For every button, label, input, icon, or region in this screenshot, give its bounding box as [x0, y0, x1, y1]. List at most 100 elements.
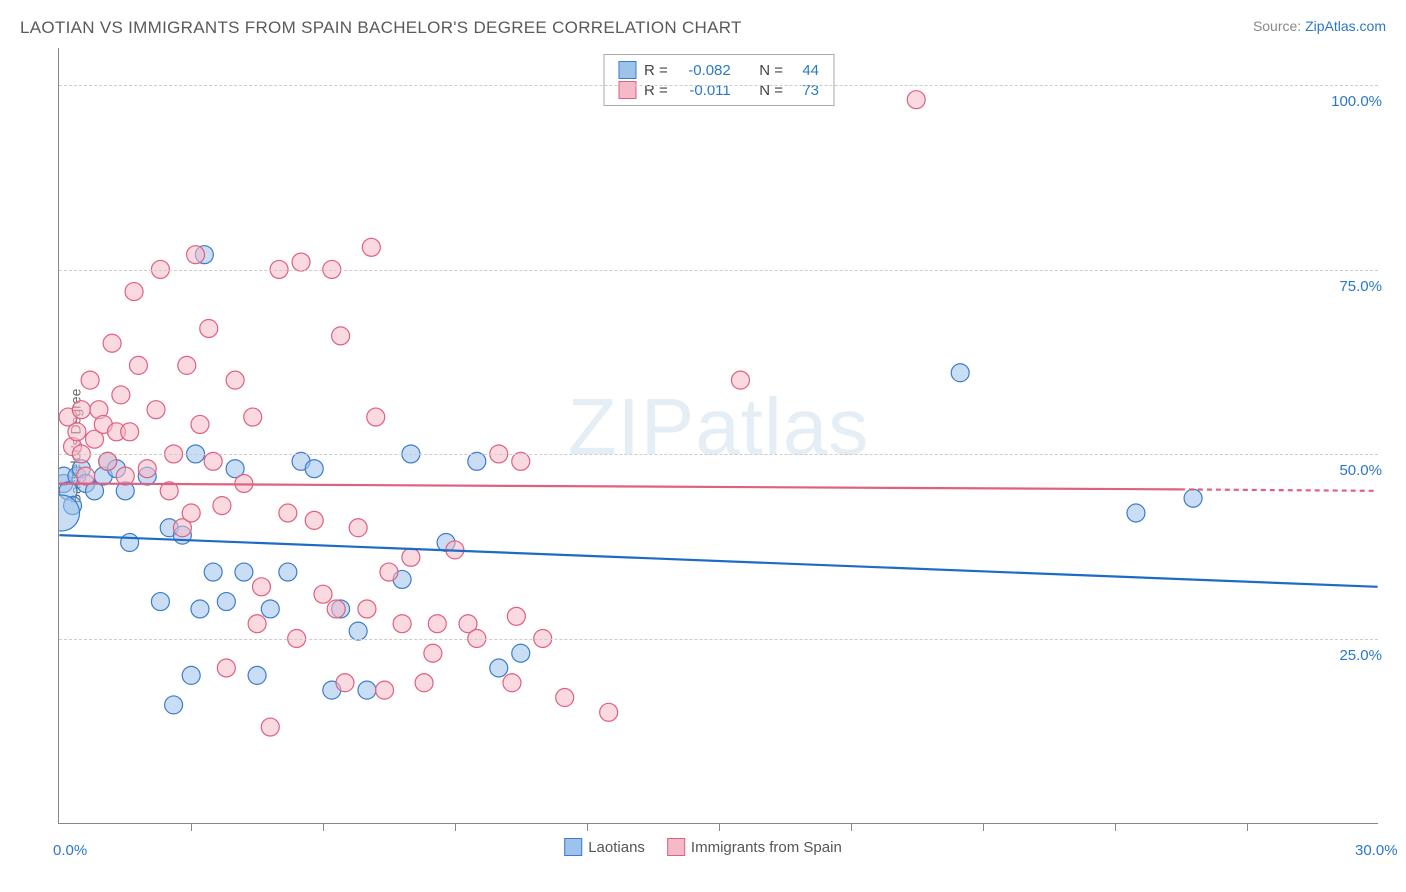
data-point: [380, 563, 398, 581]
data-point: [200, 319, 218, 337]
data-point: [68, 423, 86, 441]
gridline: [59, 270, 1378, 271]
data-point: [191, 415, 209, 433]
data-point: [428, 615, 446, 633]
data-point: [305, 511, 323, 529]
data-point: [248, 615, 266, 633]
legend-swatch: [618, 81, 636, 99]
legend-item: Laotians: [564, 838, 645, 856]
data-point: [103, 334, 121, 352]
data-point: [600, 703, 618, 721]
data-point: [332, 327, 350, 345]
legend-item: Immigrants from Spain: [667, 838, 842, 856]
data-point: [121, 423, 139, 441]
gridline: [59, 639, 1378, 640]
data-point: [490, 659, 508, 677]
data-point: [112, 386, 130, 404]
data-point: [358, 681, 376, 699]
regression-line-dashed: [1180, 489, 1378, 490]
data-point: [244, 408, 262, 426]
x-tick-label: 30.0%: [1355, 842, 1398, 859]
x-tick: [1115, 823, 1116, 831]
series-legend: Laotians Immigrants from Spain: [564, 838, 842, 856]
data-point: [151, 593, 169, 611]
data-point: [1184, 489, 1202, 507]
data-point: [147, 401, 165, 419]
source-line: Source: ZipAtlas.com: [1253, 18, 1386, 34]
data-point: [261, 718, 279, 736]
data-point: [178, 356, 196, 374]
legend-swatch: [564, 838, 582, 856]
data-point: [213, 497, 231, 515]
legend-label: Immigrants from Spain: [691, 839, 842, 856]
legend-swatch: [667, 838, 685, 856]
x-tick: [1247, 823, 1248, 831]
data-point: [121, 534, 139, 552]
data-point: [951, 364, 969, 382]
gridline: [59, 85, 1378, 86]
data-point: [248, 666, 266, 684]
data-point: [512, 644, 530, 662]
data-point: [349, 519, 367, 537]
data-point: [731, 371, 749, 389]
legend-r-label: R =: [644, 62, 668, 79]
chart-area: ZIPatlas R =-0.082 N =44R =-0.011 N =73 …: [58, 48, 1378, 824]
data-point: [305, 460, 323, 478]
x-tick: [587, 823, 588, 831]
data-point: [349, 622, 367, 640]
data-point: [125, 283, 143, 301]
data-point: [253, 578, 271, 596]
y-tick-label: 100.0%: [1331, 93, 1382, 110]
data-point: [507, 607, 525, 625]
source-prefix: Source:: [1253, 18, 1305, 34]
legend-n-value: 44: [791, 62, 819, 79]
data-point: [907, 91, 925, 109]
correlation-legend: R = -0.082 N = 44 R =-0.011 N =73: [603, 54, 834, 106]
data-point: [279, 563, 297, 581]
data-point: [129, 356, 147, 374]
y-tick-label: 50.0%: [1339, 462, 1382, 479]
data-point: [116, 467, 134, 485]
data-point: [261, 600, 279, 618]
data-point: [182, 504, 200, 522]
data-point: [376, 681, 394, 699]
data-point: [336, 674, 354, 692]
legend-row: R = -0.082 N = 44: [618, 61, 819, 79]
x-tick-label: 0.0%: [53, 842, 87, 859]
y-tick-label: 75.0%: [1339, 278, 1382, 295]
x-tick: [455, 823, 456, 831]
data-point: [292, 253, 310, 271]
data-point: [81, 371, 99, 389]
chart-title: LAOTIAN VS IMMIGRANTS FROM SPAIN BACHELO…: [20, 18, 742, 38]
scatter-plot-svg: [59, 48, 1378, 823]
data-point: [217, 659, 235, 677]
legend-n-label: N =: [759, 62, 783, 79]
data-point: [204, 563, 222, 581]
legend-r-value: -0.082: [676, 62, 731, 79]
legend-label: Laotians: [588, 839, 645, 856]
data-point: [1127, 504, 1145, 522]
y-tick-label: 25.0%: [1339, 647, 1382, 664]
data-point: [424, 644, 442, 662]
legend-row: R =-0.011 N =73: [618, 81, 819, 99]
data-point: [182, 666, 200, 684]
data-point: [226, 371, 244, 389]
data-point: [556, 689, 574, 707]
source-link[interactable]: ZipAtlas.com: [1305, 18, 1386, 34]
x-tick: [191, 823, 192, 831]
data-point: [358, 600, 376, 618]
x-tick: [323, 823, 324, 831]
data-point: [279, 504, 297, 522]
regression-line: [59, 483, 1180, 489]
data-point: [393, 615, 411, 633]
data-point: [191, 600, 209, 618]
data-point: [402, 548, 420, 566]
data-point: [314, 585, 332, 603]
data-point: [165, 696, 183, 714]
x-tick: [719, 823, 720, 831]
x-tick: [983, 823, 984, 831]
data-point: [77, 467, 95, 485]
data-point: [72, 401, 90, 419]
data-point: [187, 246, 205, 264]
data-point: [362, 238, 380, 256]
